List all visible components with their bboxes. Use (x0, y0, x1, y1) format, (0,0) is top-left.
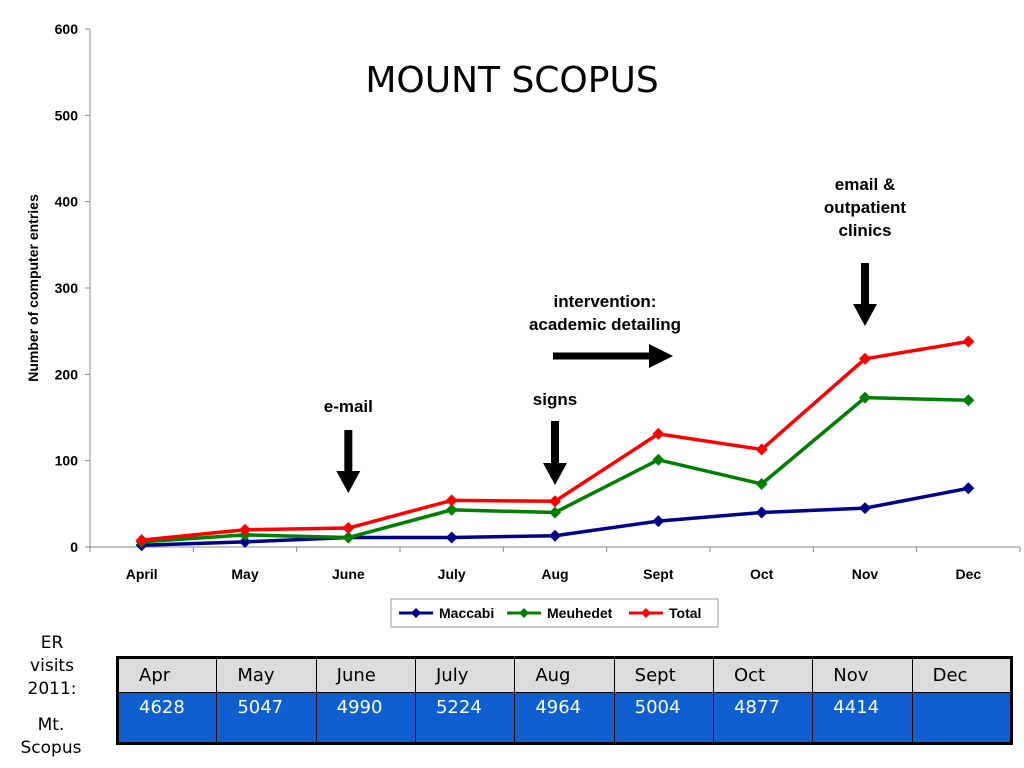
table-cell: 5047 (216, 692, 317, 744)
y-tick-label: 100 (55, 453, 79, 469)
x-tick-label: Oct (750, 566, 774, 582)
legend-entry: Maccabi (439, 605, 494, 621)
annotation-text: intervention: (554, 292, 657, 311)
table-header-cell: Oct (712, 657, 814, 693)
table-header-cell: Nov (812, 657, 913, 693)
x-tick-label: May (231, 566, 258, 582)
y-tick-label: 0 (70, 539, 78, 555)
data-point-maccabi (962, 482, 975, 495)
y-tick-label: 200 (55, 366, 79, 382)
data-point-meuhedet (859, 391, 871, 404)
data-point-meuhedet (445, 503, 458, 516)
table-cell: 5224 (414, 692, 516, 744)
data-point-maccabi (652, 515, 665, 528)
line-chart: MOUNT SCOPUS 0 100 200 300 400 500 600 April May J… (25, 21, 1021, 628)
er-visits-label-line: ER (40, 633, 64, 653)
y-tick-label: 600 (55, 21, 79, 37)
data-point-total (239, 523, 251, 536)
legend-entry: Meuhedet (547, 605, 613, 621)
chart-title: MOUNT SCOPUS (365, 60, 658, 101)
annotation-arrow-head (336, 471, 361, 493)
site-label-line: Scopus (20, 738, 82, 758)
y-tick-label: 500 (55, 107, 79, 123)
data-point-meuhedet (549, 506, 561, 519)
y-tick-label: 400 (55, 194, 79, 210)
x-tick-label: April (126, 566, 158, 582)
annotation-arrow-head (543, 463, 567, 485)
table-header-row: Apr May June July Aug Sept Oct Nov Dec (116, 657, 1013, 693)
table-header-cell: Dec (911, 657, 1013, 693)
er-visits-label-line: 2011: (27, 679, 77, 699)
er-visits-table: Apr May June July Aug Sept Oct Nov Dec 4… (116, 656, 1013, 745)
table-cell: 4990 (315, 692, 416, 744)
table-row: 4628 5047 4990 5224 4964 5004 4877 4414 (116, 692, 1013, 744)
table-header-cell: May (216, 657, 317, 693)
data-point-total (342, 522, 355, 535)
data-point-maccabi (755, 506, 768, 519)
table-header-cell: Aug (514, 657, 615, 693)
table-cell: 4877 (712, 692, 814, 744)
er-visits-label-line: visits (30, 656, 74, 676)
annotation-text: signs (533, 390, 577, 409)
data-point-total (445, 494, 458, 507)
table-cell: 4964 (514, 692, 615, 744)
legend-marker (641, 608, 651, 618)
y-axis-label: Number of computer entries (25, 194, 41, 382)
legend-marker (411, 608, 421, 618)
data-point-total (859, 352, 871, 365)
data-point-meuhedet (962, 394, 975, 407)
data-point-total (549, 495, 561, 508)
x-tick-label: Dec (955, 566, 981, 582)
data-point-maccabi (239, 535, 251, 548)
data-point-meuhedet (755, 477, 768, 490)
data-point-meuhedet (342, 531, 355, 544)
x-tick-label: July (438, 566, 466, 582)
data-point-total (755, 443, 768, 456)
legend-box (390, 598, 719, 628)
annotation-arrow-head (649, 344, 673, 368)
x-tick-label: Sept (643, 566, 674, 582)
table-header-cell: Sept (613, 657, 714, 693)
site-label-line: Mt. (37, 715, 65, 735)
data-point-maccabi (445, 531, 458, 544)
legend-marker (519, 608, 529, 618)
annotation-text: email & (835, 175, 895, 194)
table-cell: 4628 (116, 692, 218, 744)
data-point-maccabi (859, 502, 871, 515)
annotation-text: e-mail (324, 397, 373, 416)
table-cell: 5004 (613, 692, 714, 744)
data-point-total (135, 534, 148, 547)
table-header-cell: July (414, 657, 516, 693)
data-point-maccabi (549, 529, 561, 542)
er-visits-label: ER visits 2011: (14, 632, 90, 701)
legend-entry: Total (669, 605, 701, 621)
data-point-meuhedet (652, 453, 665, 466)
annotation-text: outpatient (824, 198, 906, 217)
y-tick-label: 300 (55, 280, 79, 296)
x-tick-label: June (332, 566, 365, 582)
x-tick-label: Aug (541, 566, 568, 582)
annotation-text: clinics (839, 221, 892, 240)
table-cell (911, 692, 1013, 744)
x-tick-label: Nov (852, 566, 879, 582)
table-cell: 4414 (812, 692, 913, 744)
table-header-cell: June (315, 657, 416, 693)
annotation-arrow-head (853, 304, 877, 326)
data-point-total (652, 427, 665, 440)
annotation-text: academic detailing (529, 315, 681, 334)
data-point-total (962, 335, 975, 348)
table-header-cell: Apr (116, 657, 218, 693)
site-label: Mt. Scopus (8, 714, 94, 760)
